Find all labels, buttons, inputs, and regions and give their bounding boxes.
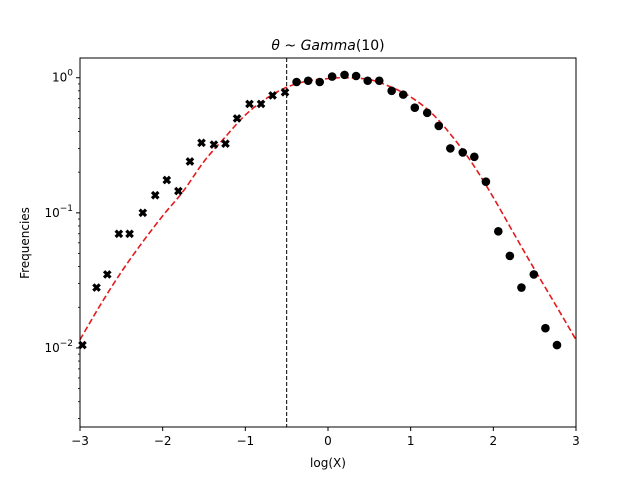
x-axis: −3 −2 −1 0 1 2 3 — [71, 427, 580, 448]
x-marker-series — [78, 87, 290, 350]
data-point-circle — [505, 251, 515, 261]
data-point-circle — [363, 76, 372, 86]
data-point-circle — [398, 90, 408, 99]
y-tick-label: 10−2 — [44, 339, 73, 355]
data-point-x — [102, 270, 112, 279]
x-tick-label: −1 — [236, 434, 254, 448]
y-axis: 10−2 10−1 100 — [44, 69, 80, 420]
fitted-curve-group — [80, 76, 576, 341]
x-tick-label: −3 — [71, 434, 89, 448]
y-axis-label: Frequencies — [18, 207, 32, 279]
data-point-circle — [493, 227, 503, 236]
data-point-circle — [410, 103, 420, 113]
data-point-x — [150, 190, 160, 200]
y-tick-label: 100 — [52, 69, 73, 85]
data-point-circle — [422, 108, 432, 118]
data-point-circle — [458, 148, 468, 157]
data-point-x — [197, 138, 206, 148]
data-point-circle — [541, 323, 550, 333]
data-point-circle — [374, 76, 384, 86]
data-point-circle — [292, 77, 301, 87]
x-tick-label: −2 — [154, 434, 172, 448]
data-point-x — [245, 99, 254, 109]
circle-marker-series — [292, 70, 562, 350]
y-tick-label: 10−1 — [44, 204, 73, 220]
data-point-x — [209, 140, 219, 149]
data-point-circle — [327, 72, 337, 81]
data-point-x — [162, 175, 172, 185]
data-point-circle — [387, 86, 396, 96]
data-point-circle — [340, 70, 349, 80]
data-point-x — [114, 229, 124, 239]
data-point-x — [138, 208, 148, 218]
x-tick-label: 2 — [490, 434, 498, 448]
data-point-x — [268, 91, 277, 100]
data-point-circle — [434, 121, 444, 131]
data-point-circle — [517, 283, 526, 292]
data-point-circle — [470, 152, 479, 162]
chart-title: θ ~ Gamma(10) — [271, 38, 384, 54]
data-point-circle — [552, 340, 562, 350]
data-point-x — [185, 157, 195, 166]
data-point-x — [232, 114, 242, 123]
x-axis-label: log(X) — [310, 456, 346, 470]
x-tick-label: 1 — [407, 434, 415, 448]
data-point-circle — [481, 177, 491, 187]
data-point-circle — [529, 270, 539, 279]
data-point-circle — [303, 76, 313, 86]
x-tick-label: 3 — [572, 434, 580, 448]
data-point-x — [256, 99, 266, 109]
data-point-circle — [446, 144, 455, 153]
x-tick-label: 0 — [324, 434, 332, 448]
data-point-circle — [351, 71, 361, 81]
data-point-x — [174, 186, 183, 196]
data-point-x — [92, 283, 101, 292]
data-point-circle — [315, 77, 325, 87]
fitted-curve — [80, 76, 576, 341]
data-point-x — [280, 87, 290, 97]
data-point-x — [125, 229, 134, 239]
data-points-group — [78, 70, 562, 350]
data-point-x — [221, 139, 230, 149]
